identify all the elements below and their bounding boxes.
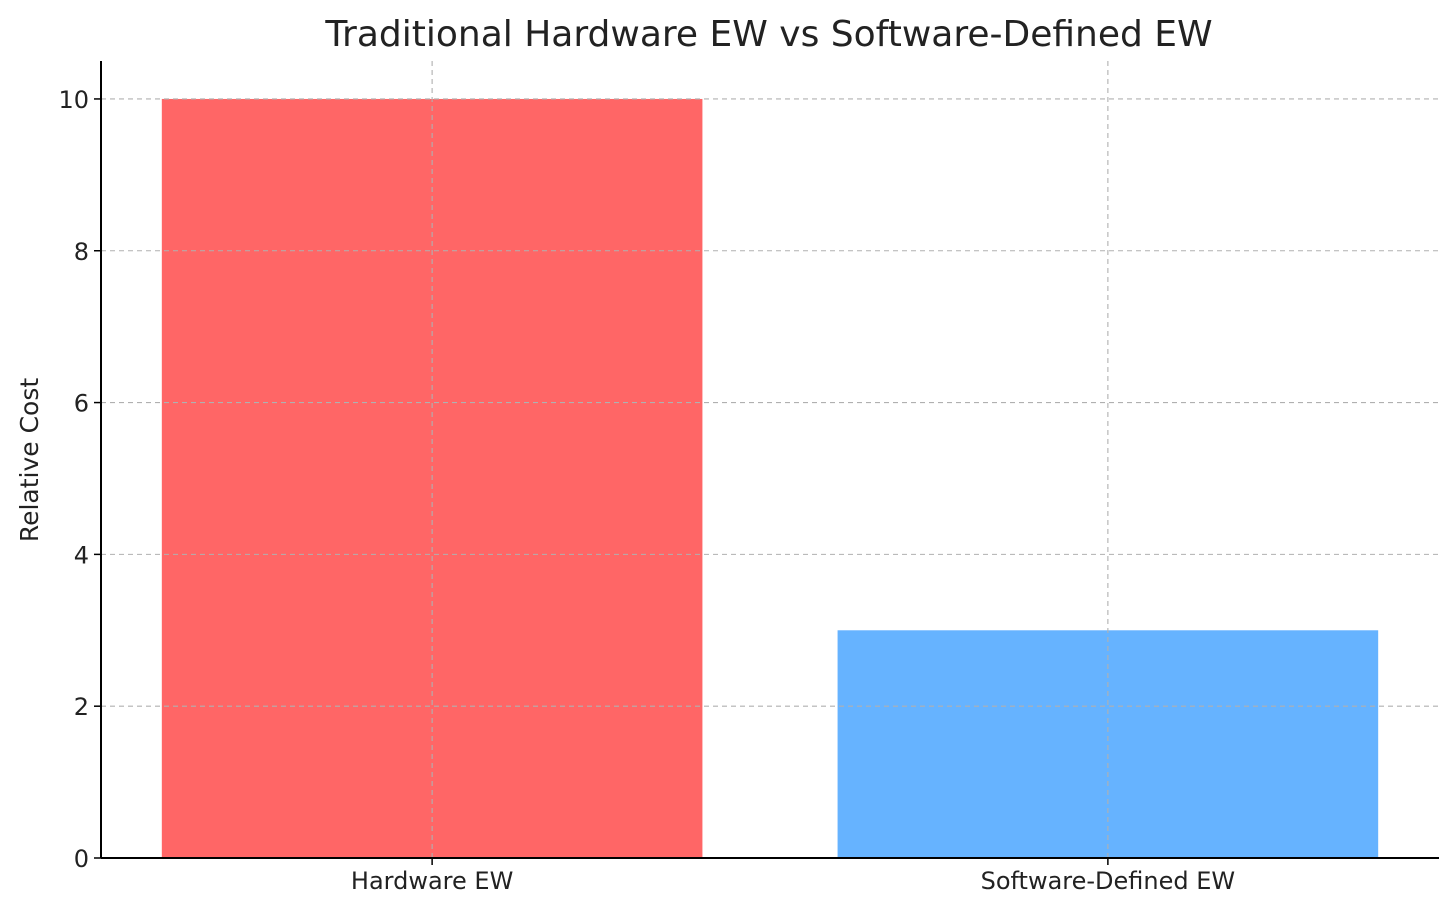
y-tick-label: 10 — [58, 86, 89, 114]
y-tick-label: 8 — [74, 238, 89, 266]
ticks-layer: 0 2 4 6 8 10 Hardware EW Software-Defined EW — [58, 86, 1235, 895]
y-tick-label: 0 — [74, 845, 89, 873]
y-tick-label: 6 — [74, 390, 89, 418]
grid-layer — [101, 61, 1439, 858]
chart-title: Traditional Hardware EW vs Software-Defi… — [324, 14, 1212, 55]
y-tick-label: 4 — [74, 541, 89, 569]
axes-layer — [100, 61, 1439, 859]
y-tick-label: 2 — [74, 693, 89, 721]
bars-layer — [161, 98, 1379, 858]
y-axis-label: Relative Cost — [15, 378, 44, 543]
x-tick-label: Software-Defined EW — [981, 867, 1236, 895]
x-tick-label: Hardware EW — [351, 867, 513, 895]
